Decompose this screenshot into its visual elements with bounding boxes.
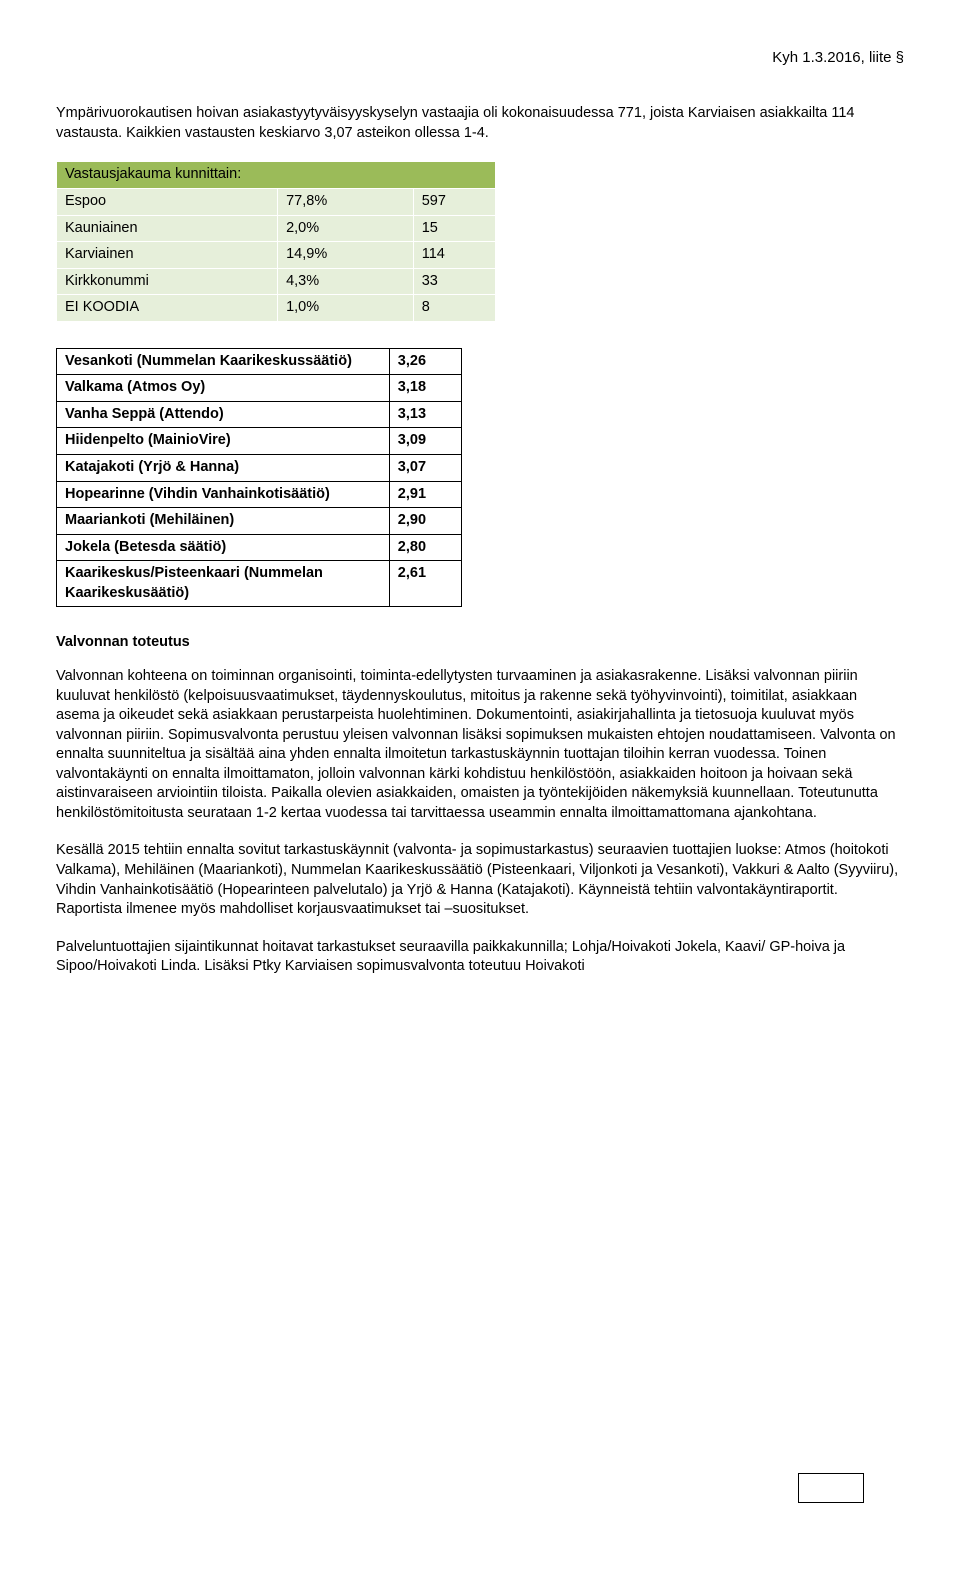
municipality-percent: 4,3% (278, 268, 414, 295)
facility-rating: 3,26 (389, 348, 461, 375)
facility-label: Hopearinne (Vihdin Vanhainkotisäätiö) (57, 481, 390, 508)
facility-rating: 3,07 (389, 455, 461, 482)
section-title: Valvonnan toteutus (56, 633, 904, 653)
intro-paragraph: Ympärivuorokautisen hoivan asiakastyytyv… (56, 104, 904, 143)
municipality-name: Kauniainen (57, 215, 278, 242)
facility-rating: 2,80 (389, 534, 461, 561)
facility-label: Katajakoti (Yrjö & Hanna) (57, 455, 390, 482)
table-row: Jokela (Betesda säätiö)2,80 (57, 534, 462, 561)
table-row: Maariankoti (Mehiläinen)2,90 (57, 508, 462, 535)
body-paragraph-2: Kesällä 2015 tehtiin ennalta sovitut tar… (56, 841, 904, 919)
table-row: Vanha Seppä (Attendo)3,13 (57, 401, 462, 428)
table-row: Kirkkonummi4,3%33 (57, 268, 496, 295)
facility-label: Maariankoti (Mehiläinen) (57, 508, 390, 535)
body-paragraph-1: Valvonnan kohteena on toiminnan organiso… (56, 667, 904, 824)
table-row: Kaarikeskus/Pisteenkaari (Nummelan Kaari… (57, 561, 462, 607)
municipality-count: 33 (413, 268, 495, 295)
municipality-percent: 77,8% (278, 188, 414, 215)
footer-page-box (798, 1473, 864, 1503)
municipality-name: EI KOODIA (57, 295, 278, 322)
facility-label: Vanha Seppä (Attendo) (57, 401, 390, 428)
municipality-name: Espoo (57, 188, 278, 215)
facility-label: Kaarikeskus/Pisteenkaari (Nummelan Kaari… (57, 561, 390, 607)
table-row: Katajakoti (Yrjö & Hanna)3,07 (57, 455, 462, 482)
facility-rating: 2,91 (389, 481, 461, 508)
municipality-percent: 1,0% (278, 295, 414, 322)
municipality-percent: 14,9% (278, 242, 414, 269)
table-row: Valkama (Atmos Oy)3,18 (57, 375, 462, 402)
municipality-count: 15 (413, 215, 495, 242)
document-reference: Kyh 1.3.2016, liite § (56, 48, 904, 68)
municipality-name: Karviainen (57, 242, 278, 269)
facility-rating: 3,09 (389, 428, 461, 455)
facility-rating: 3,18 (389, 375, 461, 402)
table-row: Hopearinne (Vihdin Vanhainkotisäätiö)2,9… (57, 481, 462, 508)
municipality-count: 8 (413, 295, 495, 322)
municipality-count: 114 (413, 242, 495, 269)
municipality-percent: 2,0% (278, 215, 414, 242)
table-row: Espoo77,8%597 (57, 188, 496, 215)
facility-rating: 3,13 (389, 401, 461, 428)
facility-rating: 2,90 (389, 508, 461, 535)
response-distribution-table: Vastausjakauma kunnittain: Espoo77,8%597… (56, 161, 496, 321)
ratings-table: Vesankoti (Nummelan Kaarikeskussäätiö)3,… (56, 348, 462, 608)
municipality-count: 597 (413, 188, 495, 215)
facility-label: Hiidenpelto (MainioVire) (57, 428, 390, 455)
body-paragraph-3: Palveluntuottajien sijaintikunnat hoitav… (56, 938, 904, 977)
facility-label: Vesankoti (Nummelan Kaarikeskussäätiö) (57, 348, 390, 375)
table1-title: Vastausjakauma kunnittain: (57, 162, 496, 189)
table-row: Vesankoti (Nummelan Kaarikeskussäätiö)3,… (57, 348, 462, 375)
municipality-name: Kirkkonummi (57, 268, 278, 295)
table-row: Kauniainen2,0%15 (57, 215, 496, 242)
table-row: Karviainen14,9%114 (57, 242, 496, 269)
facility-label: Jokela (Betesda säätiö) (57, 534, 390, 561)
table-row: Hiidenpelto (MainioVire)3,09 (57, 428, 462, 455)
facility-rating: 2,61 (389, 561, 461, 607)
table-row: EI KOODIA1,0%8 (57, 295, 496, 322)
facility-label: Valkama (Atmos Oy) (57, 375, 390, 402)
